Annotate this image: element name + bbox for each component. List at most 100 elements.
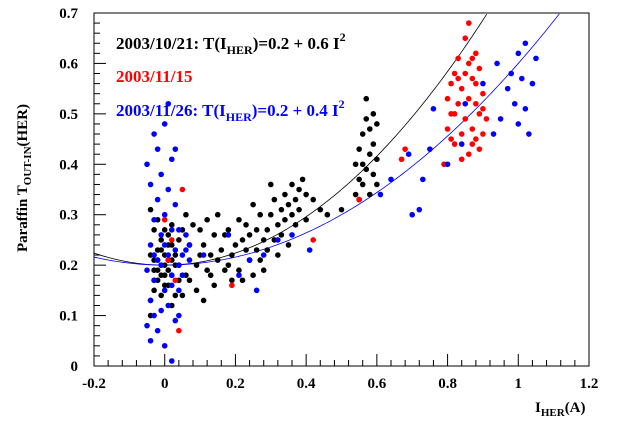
data-point-series-2 xyxy=(430,106,437,112)
data-point-series-2 xyxy=(151,277,157,284)
data-point-series-1 xyxy=(455,100,461,107)
data-point-series-0 xyxy=(204,216,210,223)
data-point-series-1 xyxy=(310,237,317,243)
data-point-series-2 xyxy=(260,252,267,258)
legend: 2003/10/21: T(IHER)=0.2 + 0.6 I2 2003/11… xyxy=(116,30,346,124)
data-point-series-0 xyxy=(317,206,324,213)
data-point-series-1 xyxy=(451,70,458,77)
data-point-series-1 xyxy=(462,116,469,122)
data-point-series-0 xyxy=(260,237,267,243)
data-point-series-1 xyxy=(448,80,454,87)
data-point-series-0 xyxy=(172,252,179,258)
data-point-series-0 xyxy=(303,191,309,198)
data-point-series-2 xyxy=(225,232,232,238)
data-point-series-2 xyxy=(511,100,518,107)
data-point-series-0 xyxy=(289,181,295,188)
data-point-series-0 xyxy=(303,216,309,223)
data-point-series-2 xyxy=(144,161,150,168)
data-point-series-0 xyxy=(352,161,359,168)
data-point-series-2 xyxy=(158,171,164,178)
data-point-series-1 xyxy=(229,282,235,289)
data-point-series-2 xyxy=(497,116,504,122)
data-point-series-0 xyxy=(275,252,281,258)
data-point-series-1 xyxy=(473,50,479,57)
data-point-series-0 xyxy=(296,206,302,213)
data-point-series-2 xyxy=(186,257,193,263)
data-point-series-1 xyxy=(455,55,461,62)
data-point-series-1 xyxy=(165,257,172,263)
data-point-series-2 xyxy=(176,262,182,268)
data-point-series-2 xyxy=(480,80,486,87)
y-axis-label: Paraffin TOUT-IN(HER) xyxy=(15,104,34,252)
data-point-series-0 xyxy=(211,232,218,238)
data-point-series-2 xyxy=(165,100,172,107)
data-point-series-2 xyxy=(172,317,179,324)
data-point-series-0 xyxy=(172,292,179,299)
data-point-series-0 xyxy=(363,166,370,173)
data-point-series-1 xyxy=(476,65,483,72)
data-point-series-2 xyxy=(161,343,168,349)
data-point-series-0 xyxy=(193,262,200,268)
data-point-series-0 xyxy=(366,126,373,132)
data-point-series-0 xyxy=(239,277,246,284)
data-point-series-2 xyxy=(306,247,313,253)
data-point-series-0 xyxy=(267,181,274,188)
data-point-series-1 xyxy=(469,126,476,132)
data-point-series-2 xyxy=(147,242,154,248)
data-point-series-0 xyxy=(197,227,203,233)
data-point-series-0 xyxy=(275,222,281,228)
y-tick-label: 0.4 xyxy=(59,157,78,173)
data-point-series-0 xyxy=(183,211,189,218)
data-point-series-0 xyxy=(207,252,214,258)
data-point-series-1 xyxy=(465,20,472,26)
data-point-series-2 xyxy=(515,50,522,57)
data-point-series-0 xyxy=(168,242,175,248)
data-point-series-0 xyxy=(250,272,256,279)
x-tick-label: 0.2 xyxy=(226,376,245,392)
data-point-series-2 xyxy=(522,106,529,112)
data-point-series-0 xyxy=(285,242,292,248)
data-point-series-1 xyxy=(469,141,476,147)
data-point-series-0 xyxy=(193,287,200,294)
data-point-series-0 xyxy=(151,267,157,273)
data-point-series-2 xyxy=(158,262,164,268)
data-points xyxy=(144,20,539,364)
data-point-series-1 xyxy=(172,277,179,284)
plot-frame xyxy=(93,12,590,367)
data-point-series-2 xyxy=(236,272,242,279)
legend-entry-0: 2003/10/21: T(IHER)=0.2 + 0.6 I2 xyxy=(116,30,346,57)
data-point-series-0 xyxy=(211,282,218,289)
data-point-series-2 xyxy=(158,307,164,314)
x-tick-label: 0.8 xyxy=(438,376,457,392)
data-point-series-2 xyxy=(144,322,150,329)
data-point-series-2 xyxy=(147,297,154,304)
data-point-series-2 xyxy=(151,312,157,319)
data-point-series-1 xyxy=(480,131,486,137)
data-point-series-2 xyxy=(458,141,465,147)
x-tick-label: 0.4 xyxy=(297,376,316,392)
data-point-series-1 xyxy=(161,216,168,223)
data-point-series-0 xyxy=(338,206,345,213)
data-point-series-0 xyxy=(186,277,193,284)
data-point-series-1 xyxy=(168,237,175,243)
data-point-series-1 xyxy=(465,151,472,157)
legend-entry-2: 2003/11/26: T(IHER)=0.2 + 0.4 I2 xyxy=(116,97,345,124)
data-point-series-2 xyxy=(176,287,182,294)
data-point-series-0 xyxy=(218,247,225,253)
data-point-series-2 xyxy=(388,176,394,183)
data-point-series-2 xyxy=(161,287,168,294)
data-point-series-0 xyxy=(253,247,260,253)
data-point-series-2 xyxy=(186,242,193,248)
data-point-series-1 xyxy=(356,196,362,203)
data-point-series-2 xyxy=(151,252,157,258)
y-tick-label: 0 xyxy=(71,359,79,375)
data-point-series-2 xyxy=(504,85,511,92)
data-point-series-2 xyxy=(416,206,423,213)
data-point-series-2 xyxy=(168,156,175,163)
data-point-series-2 xyxy=(176,227,182,233)
data-point-series-0 xyxy=(278,232,285,238)
data-point-series-0 xyxy=(176,237,182,243)
data-point-series-0 xyxy=(264,227,271,233)
x-tick-label: -0.2 xyxy=(82,376,106,392)
